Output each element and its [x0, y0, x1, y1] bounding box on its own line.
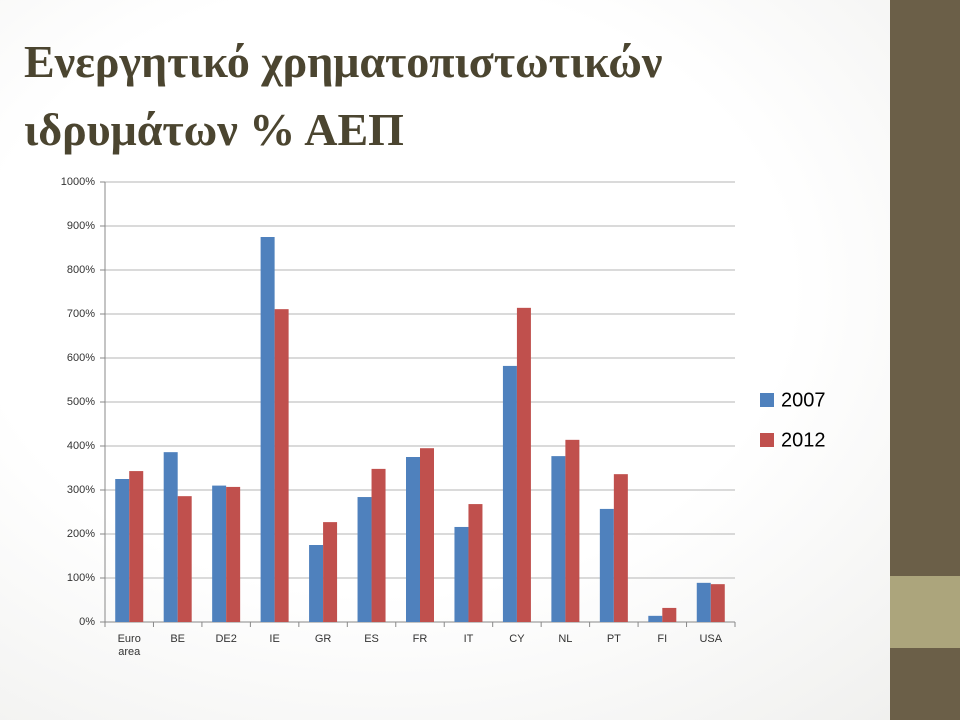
x-tick-label: USA [699, 633, 723, 645]
x-tick-label: GR [314, 633, 332, 645]
y-tick-label: 700% [67, 308, 95, 320]
bar [454, 526, 469, 622]
bar [565, 439, 580, 622]
bar [613, 474, 628, 622]
bar [648, 615, 663, 622]
bar [516, 307, 531, 622]
bar [260, 237, 275, 622]
legend-label: 2007 [781, 389, 826, 411]
bar [468, 504, 483, 622]
bar [502, 365, 517, 622]
bar [420, 448, 434, 622]
x-tick-label: CY [509, 633, 525, 645]
bar [323, 522, 338, 622]
legend-swatch [760, 393, 774, 407]
x-tick-label: Euro area [117, 633, 141, 658]
y-tick-label: 500% [67, 396, 95, 408]
bar [177, 496, 192, 622]
y-tick-label: 800% [67, 264, 95, 276]
y-tick-label: 300% [67, 484, 95, 496]
bar [551, 456, 566, 622]
bar [309, 545, 324, 622]
legend-swatch [760, 433, 774, 447]
x-tick-label: DE2 [215, 633, 237, 645]
y-tick-label: 900% [67, 220, 95, 232]
bar [710, 584, 725, 622]
bar [599, 508, 614, 622]
x-tick-label: FR [412, 633, 428, 645]
x-tick-label: IT [463, 633, 474, 645]
chart-title: Ενεργητικό χρηματοπιστωτικών ιδρυμάτων %… [24, 36, 663, 155]
legend-label: 2012 [781, 429, 826, 451]
y-tick-label: 0% [79, 616, 95, 628]
bar [274, 309, 289, 622]
y-tick-label: 400% [67, 440, 95, 452]
bar [212, 485, 227, 622]
y-tick-label: 100% [67, 572, 95, 584]
bar [115, 479, 130, 622]
bar [696, 582, 711, 622]
side-block [890, 576, 960, 648]
bar [357, 497, 372, 622]
y-tick-label: 1000% [61, 176, 95, 188]
bar [129, 471, 144, 622]
x-tick-label: IE [269, 633, 280, 645]
x-tick-label: ES [364, 633, 379, 645]
y-tick-label: 200% [67, 528, 95, 540]
x-tick-label: BE [170, 633, 186, 645]
x-tick-label: NL [558, 633, 573, 645]
bar [163, 452, 178, 622]
y-tick-label: 600% [67, 352, 95, 364]
bar [406, 457, 420, 622]
bar [226, 486, 241, 622]
x-tick-label: PT [606, 633, 621, 645]
bar [662, 607, 677, 622]
bar [371, 468, 386, 622]
x-tick-label: FI [657, 633, 668, 645]
